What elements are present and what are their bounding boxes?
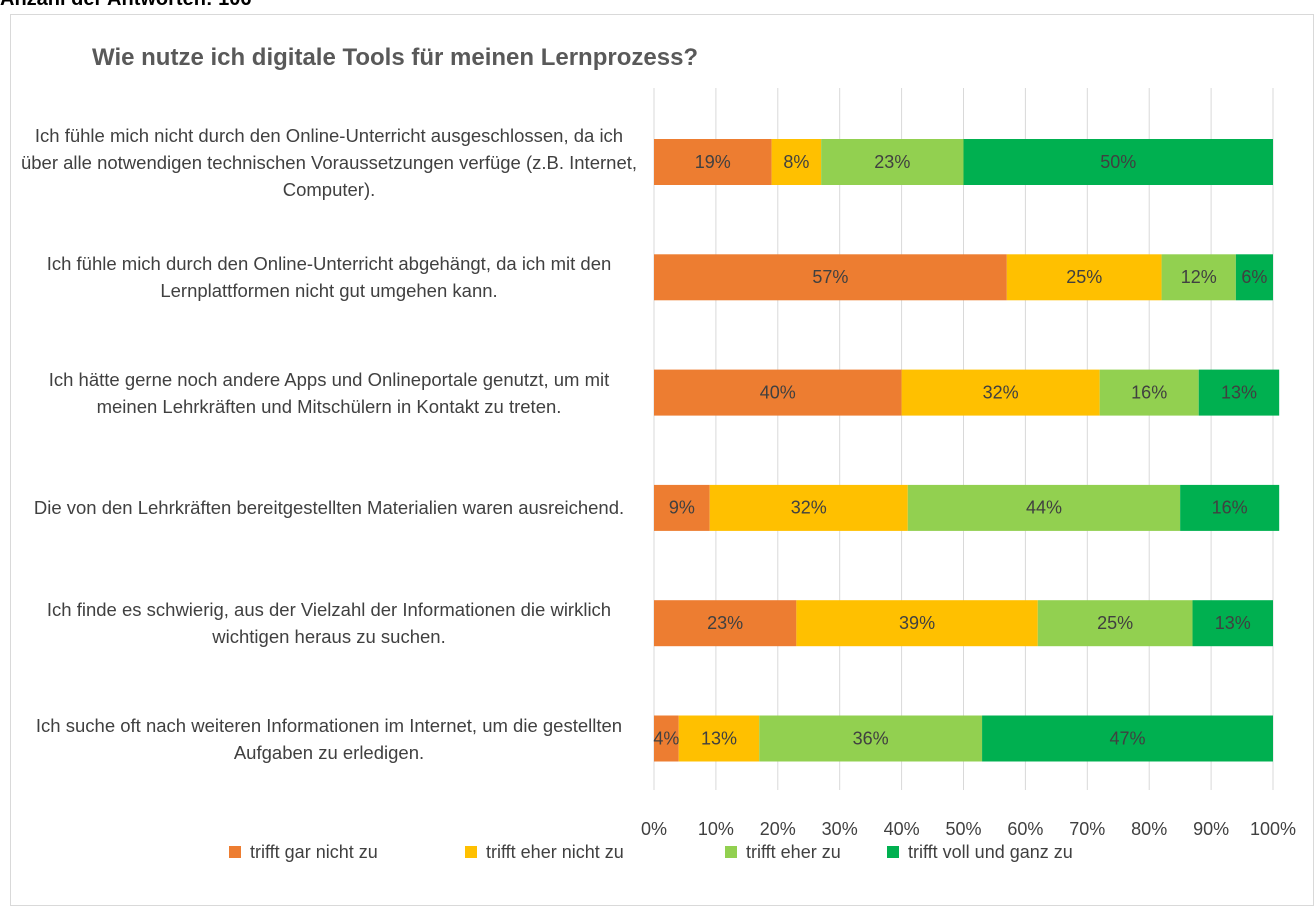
legend-label: trifft eher zu [746,842,841,862]
chart-title: Wie nutze ich digitale Tools für meinen … [92,44,699,71]
data-label: 13% [1215,613,1251,633]
bar-segment [1006,254,1162,301]
category-label: Ich hätte gerne noch andere Apps und Onl… [48,368,610,417]
legend-swatch [887,846,899,858]
bar-segment [654,139,772,185]
x-tick-label: 10% [698,819,734,839]
x-tick-label: 100% [1250,819,1296,839]
chart-frame [10,14,1314,906]
x-tick-label: 30% [822,819,858,839]
data-label: 50% [1100,152,1136,172]
data-label: 13% [1221,382,1257,402]
bar-segment [1235,254,1273,301]
data-label: 23% [874,152,910,172]
data-label: 16% [1131,382,1167,402]
x-tick-label: 0% [641,819,667,839]
chart-subtitle: Anzahl der Antworten: 106 [0,0,252,11]
data-label: 19% [695,152,731,172]
x-tick-label: 60% [1007,819,1043,839]
data-label: 13% [701,728,737,748]
legend-swatch [229,846,241,858]
data-label: 57% [812,267,848,287]
data-label: 32% [791,498,827,518]
legend-label: trifft gar nicht zu [250,842,378,862]
category-label: Die von den Lehrkräften bereitgestellten… [33,497,625,519]
bar-segment [1198,369,1280,416]
bar-segment [982,715,1273,762]
bar-segment [771,139,822,185]
category-label: Ich fühle mich durch den Online-Unterric… [46,253,612,302]
legend-label: trifft voll und ganz zu [908,842,1073,862]
data-label: 44% [1026,498,1062,518]
data-label: 8% [783,152,809,172]
category-label: Ich fühle mich nicht durch den Online-Un… [20,124,638,200]
x-tick-label: 40% [884,819,920,839]
bar-segment [654,254,1007,301]
data-label: 23% [707,613,743,633]
bar-segment [1192,600,1273,647]
data-label: 12% [1181,267,1217,287]
legend-swatch [725,846,737,858]
x-tick-label: 80% [1131,819,1167,839]
category-label: Ich finde es schwierig, aus der Vielzahl… [46,599,612,648]
x-tick-label: 70% [1069,819,1105,839]
data-label: 39% [899,613,935,633]
bar-segment [963,139,1273,185]
data-label: 16% [1212,498,1248,518]
category-label: Ich suche oft nach weiteren Informatione… [35,714,623,763]
data-label: 47% [1110,728,1146,748]
bar-segment [654,715,679,762]
bar-segment [1037,600,1193,647]
bar-segment [907,484,1181,531]
x-tick-label: 90% [1193,819,1229,839]
bar-segment [796,600,1038,647]
data-label: 9% [669,498,695,518]
bar-segment [654,600,797,647]
data-label: 6% [1241,267,1267,287]
data-label: 25% [1097,613,1133,633]
bar-segment [1099,369,1199,416]
data-label: 4% [653,728,679,748]
data-label: 25% [1066,267,1102,287]
bar-segment [1161,254,1236,301]
x-tick-label: 50% [945,819,981,839]
data-label: 36% [853,728,889,748]
bar-segment [678,715,760,762]
bar-segment [654,484,710,531]
bar-segment [901,369,1100,416]
bar-segment [821,139,964,185]
x-tick-label: 20% [760,819,796,839]
data-label: 32% [983,382,1019,402]
bar-segment [709,484,908,531]
legend-swatch [465,846,477,858]
bar-segment [759,715,983,762]
bar-segment [1180,484,1280,531]
bar-segment [654,369,902,416]
legend-label: trifft eher nicht zu [486,842,624,862]
data-label: 40% [760,382,796,402]
